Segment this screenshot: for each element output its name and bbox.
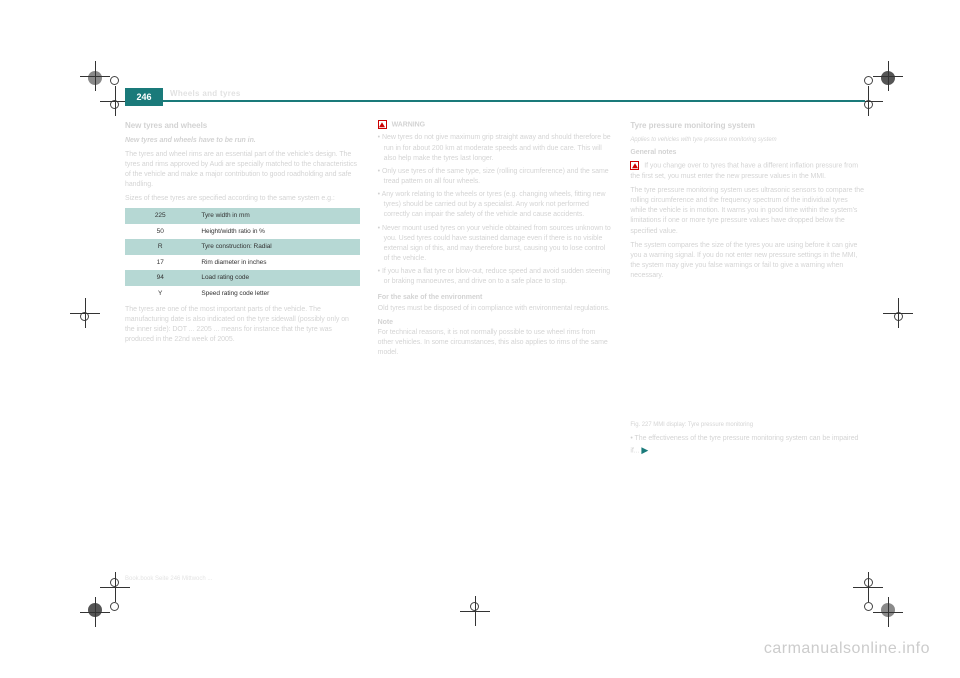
note-heading: Note bbox=[378, 318, 613, 328]
mmi-figure bbox=[630, 287, 865, 417]
tbl-k-2: R bbox=[125, 239, 195, 254]
tbl-v-4: Load rating code bbox=[195, 270, 359, 285]
bullet-0: • New tyres do not give maximum grip str… bbox=[378, 133, 613, 163]
col1-p2: Sizes of these tyres are specified accor… bbox=[125, 194, 360, 204]
warning-bullets: • New tyres do not give maximum grip str… bbox=[378, 133, 613, 287]
col3-sub: Applies to vehicles with tyre pressure m… bbox=[630, 136, 865, 145]
col3-heading: Tyre pressure monitoring system bbox=[630, 120, 865, 132]
col3-h2: General notes bbox=[630, 148, 865, 158]
col1-p1: The tyres and wheel rims are an essentia… bbox=[125, 150, 360, 191]
col1-sub: New tyres and wheels have to be run in. bbox=[125, 136, 360, 146]
page-number-tab: 246 bbox=[125, 88, 163, 106]
tbl-v-2: Tyre construction: Radial bbox=[195, 239, 359, 254]
tyre-spec-table: 225Tyre width in mm 50Height/width ratio… bbox=[125, 208, 360, 301]
column-1: New tyres and wheels New tyres and wheel… bbox=[125, 120, 360, 457]
tbl-k-4: 94 bbox=[125, 270, 195, 285]
watermark: carmanualsonline.info bbox=[764, 640, 930, 658]
column-3: Tyre pressure monitoring system Applies … bbox=[630, 120, 865, 457]
bullet-4: • If you have a flat tyre or blow-out, r… bbox=[378, 267, 613, 287]
tbl-k-5: Y bbox=[125, 286, 195, 301]
bullet-1: • Only use tyres of the same type, size … bbox=[378, 167, 613, 187]
header-rule bbox=[163, 100, 865, 102]
col3-caption: Fig. 227 MMI display: Tyre pressure moni… bbox=[630, 421, 865, 430]
tbl-v-5: Speed rating code letter bbox=[195, 286, 359, 301]
warning-block: WARNING bbox=[378, 120, 613, 130]
tbl-v-1: Height/width ratio in % bbox=[195, 224, 359, 239]
tbl-v-3: Rim diameter in inches bbox=[195, 255, 359, 270]
warning-icon bbox=[630, 161, 639, 170]
col3-warn-p1: If you change over to tyres that have a … bbox=[630, 163, 858, 180]
tbl-k-1: 50 bbox=[125, 224, 195, 239]
warning-title: WARNING bbox=[392, 121, 425, 128]
content-columns: New tyres and wheels New tyres and wheel… bbox=[125, 120, 865, 457]
col3-note-item: • The effectiveness of the tyre pressure… bbox=[630, 434, 865, 457]
tbl-k-0: 225 bbox=[125, 208, 195, 223]
tbl-v-0: Tyre width in mm bbox=[195, 208, 359, 223]
col3-warn-p2: The system compares the size of the tyre… bbox=[630, 241, 865, 282]
forenv-heading: For the sake of the environment bbox=[378, 293, 613, 303]
header-text: Wheels and tyres bbox=[170, 89, 241, 98]
col1-heading: New tyres and wheels bbox=[125, 120, 360, 132]
tbl-k-3: 17 bbox=[125, 255, 195, 270]
col3-p1: The tyre pressure monitoring system uses… bbox=[630, 186, 865, 237]
bullet-2: • Any work relating to the wheels or tyr… bbox=[378, 190, 613, 220]
footer-line: Book.book Seite 246 Mittwoch ... bbox=[125, 576, 212, 582]
col1-p3: The tyres are one of the most important … bbox=[125, 305, 360, 346]
bullet-3: • Never mount used tyres on your vehicle… bbox=[378, 224, 613, 265]
continue-arrow-icon: ▶ bbox=[641, 444, 648, 457]
forenv-p: Old tyres must be disposed of in complia… bbox=[378, 304, 613, 314]
col3-warn: If you change over to tyres that have a … bbox=[630, 161, 865, 182]
note-p: For technical reasons, it is not normall… bbox=[378, 328, 613, 358]
column-2: WARNING • New tyres do not give maximum … bbox=[378, 120, 613, 457]
warning-icon bbox=[378, 120, 387, 129]
